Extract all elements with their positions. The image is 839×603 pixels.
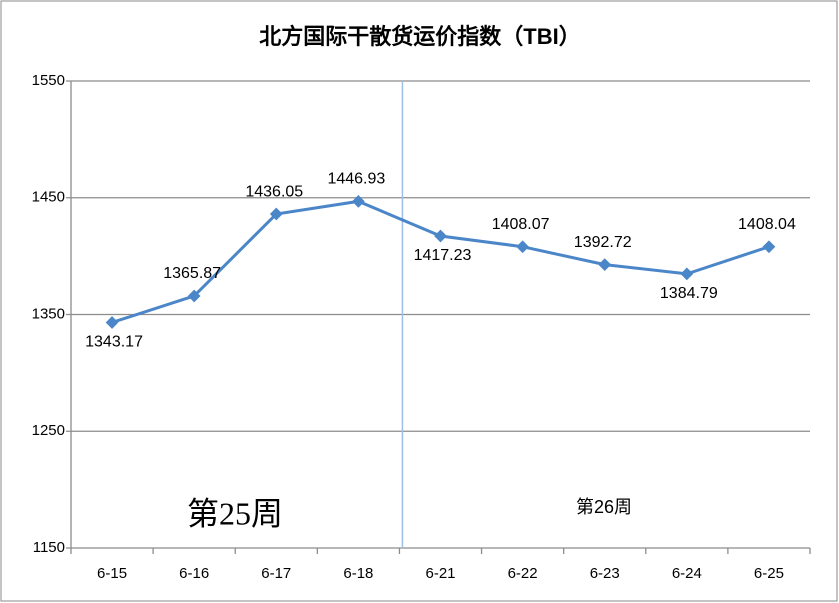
value-label: 1408.07 bbox=[492, 216, 550, 233]
y-tick-label: 1550 bbox=[32, 72, 65, 89]
value-label: 1417.23 bbox=[414, 247, 472, 264]
marker bbox=[434, 229, 447, 243]
value-label: 1408.04 bbox=[738, 216, 796, 233]
value-label: 1384.79 bbox=[660, 285, 718, 302]
x-tick-label: 6-22 bbox=[508, 565, 538, 582]
marker bbox=[105, 316, 119, 329]
annotation: 第25周 bbox=[187, 495, 283, 531]
x-tick-label: 6-23 bbox=[590, 565, 620, 582]
x-tick-label: 6-24 bbox=[672, 565, 702, 582]
marker bbox=[352, 194, 365, 208]
x-tick-label: 6-17 bbox=[261, 565, 291, 582]
value-label: 1392.72 bbox=[574, 234, 632, 251]
value-label: 1365.87 bbox=[163, 265, 221, 282]
marker bbox=[187, 289, 201, 303]
y-tick-label: 1150 bbox=[33, 539, 65, 556]
y-tick-label: 1450 bbox=[32, 189, 65, 206]
x-tick-label: 6-18 bbox=[343, 565, 373, 582]
x-tick-label: 6-25 bbox=[754, 565, 784, 582]
value-label: 1343.17 bbox=[85, 334, 143, 351]
marker bbox=[269, 207, 283, 221]
x-tick-label: 6-15 bbox=[97, 565, 127, 582]
value-label: 1446.93 bbox=[327, 171, 385, 188]
x-tick-label: 6-16 bbox=[179, 565, 209, 582]
x-tick-label: 6-21 bbox=[425, 565, 455, 582]
value-label: 1436.05 bbox=[245, 183, 303, 200]
y-tick-label: 1250 bbox=[32, 422, 65, 439]
annotation: 第26周 bbox=[576, 497, 632, 517]
chart-title: 北方国际干散货运价指数（TBI） bbox=[259, 24, 580, 49]
y-tick-label: 1350 bbox=[32, 305, 65, 322]
